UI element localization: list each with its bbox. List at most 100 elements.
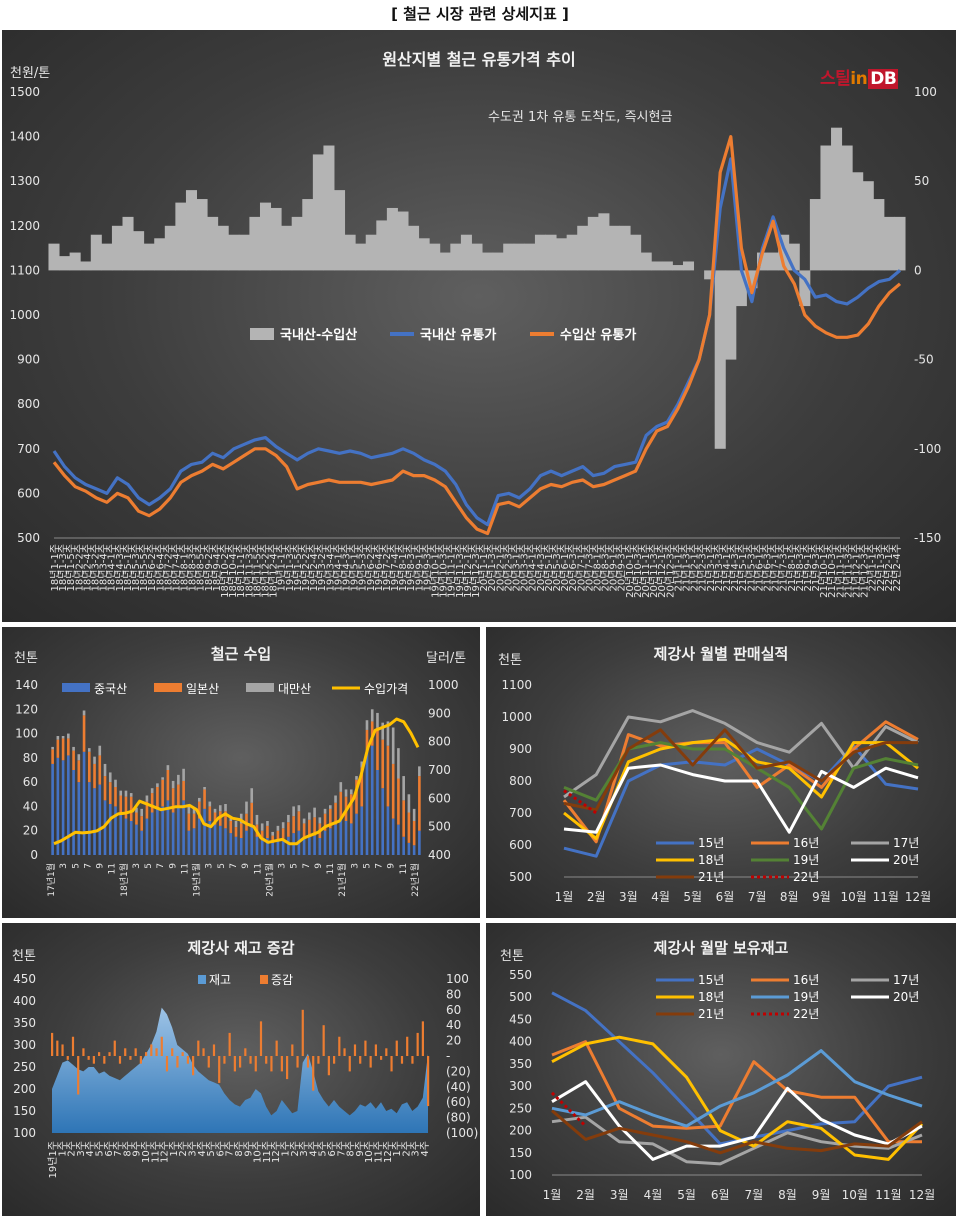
price-x-tick-label: 19년11-3주 [454,544,466,598]
china-bar [229,833,233,855]
svg-sales-y-tick-label: 800 [509,774,532,788]
spread-bar [503,243,515,271]
price-y-tick-label: 1400 [9,130,40,144]
price-x-tick-label: 20년12-1주 [656,544,668,598]
china-bar [255,836,259,855]
china-bar [313,835,316,855]
price-x-tick-label: 20년12-3주 [664,544,676,598]
stockchg-x-tick-label: 3주 [299,1141,310,1157]
stock-change-bar [296,1056,299,1068]
taiwan-bar [334,795,337,803]
change-legend-swatch [260,975,268,984]
stockchg-x-tick-label: 5주 [95,1141,106,1157]
month-tick-label: 11월 [873,890,899,904]
japan-bar [119,795,123,813]
svg-stock-y-tick-label: 350 [509,1057,532,1071]
legend-label: 국내산 유통가 [420,327,496,343]
import-x-tick-label: 3 [132,863,142,869]
stock-change-bar [427,1056,430,1107]
taiwan-bar [119,790,123,796]
stock-change-bar [369,1056,372,1068]
spread-bar [619,225,631,271]
month-tick-label: 1월 [543,1188,562,1202]
stockchg-y2-tick-label: (100) [446,1126,478,1140]
spread-bar [577,225,589,271]
taiwan-bar [287,814,290,823]
stock-change-bar [181,1052,184,1056]
price-x-tick-label: 19년12-3주 [470,544,482,598]
stock-change-bar [56,1040,59,1056]
china-bar [344,821,348,855]
spread-bar [122,216,134,271]
stock-change-bar [171,1048,174,1056]
stockchg-x-tick-label: 2주 [67,1141,78,1157]
spread-bar [841,145,853,271]
price-x-tick-label: 20년3-1주 [510,544,522,591]
stockchg-y-tick-label: 200 [13,1082,36,1096]
stock-change-bar [207,1056,210,1068]
japan-bar [198,801,201,819]
taiwan-bar [318,817,322,824]
stockchg-x-tick-label: 1주 [57,1141,68,1157]
stockchg-x-tick-label: 19년1주 [47,1141,59,1179]
japan-bar [239,823,243,838]
price-y2-tick-label: -100 [914,442,941,456]
spread-bar [735,270,747,307]
price-x-tick-label: 20년1-3주 [486,544,498,591]
year-legend-label: 20년 [893,990,919,1004]
year-line-17년 [551,1115,923,1166]
month-tick-label: 2월 [576,1188,595,1202]
spread-bar [672,265,684,271]
taiwan-bar [339,782,343,792]
stock-change-bar [265,1056,268,1064]
china-bar [266,838,269,855]
price-x-tick-label: 18년8-5주 [195,544,207,591]
rebar-import-plot: 0 20 40 60 80 100 120 140 400 500 600 700 800 900 1000… [15,678,458,897]
price-x-tick-label: 20년2-3주 [502,544,514,591]
japan-bar [177,784,180,807]
stock-change-bar [333,1056,336,1064]
price-x-tick-label: 21년3-1주 [705,544,717,591]
china-bar [67,755,70,855]
monthly-sales-chart: 500 600 700 800 900 1000 1100 1월 2월 3월 4월 5월 6월 7월 8월 9… [486,627,956,918]
china-bar [198,818,201,855]
taiwan-bar [161,777,164,780]
taiwan-bar [156,783,159,787]
spread-bar [767,252,779,271]
china-bar [51,763,54,855]
taiwan-bar [245,801,248,814]
china-bar [187,830,191,855]
spread-bar [482,252,494,271]
month-end-stock-plot: 100 150 200 250 300 350 400 450 500 550 1월 2월 3월 4월 5월… [509,968,935,1202]
spread-bar [534,234,546,271]
price-x-tick-label: 19년2-2주 [300,544,312,591]
spread-bar [133,231,145,271]
china-bar [166,800,170,855]
taiwan-bar [349,789,353,795]
spread-bar [862,181,874,271]
import-y-tick-label: 140 [15,678,38,692]
japan-bar [234,827,238,837]
stockchg-x-tick-label: 5주 [206,1141,217,1157]
japan-bar [229,821,233,834]
price-x-tick-label: 20년6-3주 [567,544,579,591]
price-x-tick-label: 18년1-1주 [49,544,61,591]
price-x-tick-label: 19년12-1주 [462,544,474,598]
taiwan-bar [108,772,112,783]
china-bar [245,830,248,855]
japan-bar [260,830,264,841]
import-legend-swatch [62,683,90,692]
price-x-tick-label: 19년8-3주 [405,544,417,591]
china-bar [72,770,75,855]
import-x-tick-label: 11 [326,863,336,874]
stock-change-bar [118,1056,122,1064]
year-line-21년 [563,728,918,812]
import-y2-tick-label: 800 [428,735,451,749]
price-x-tick-label: 18년8-1주 [179,544,191,591]
stockchg-x-tick-label: 8주 [346,1141,357,1157]
taiwan-bar [250,788,254,803]
month-tick-label: 7월 [748,890,767,904]
stock-change-bar [212,1044,216,1056]
taiwan-bar [376,712,379,728]
year-legend-label: 17년 [893,836,919,850]
